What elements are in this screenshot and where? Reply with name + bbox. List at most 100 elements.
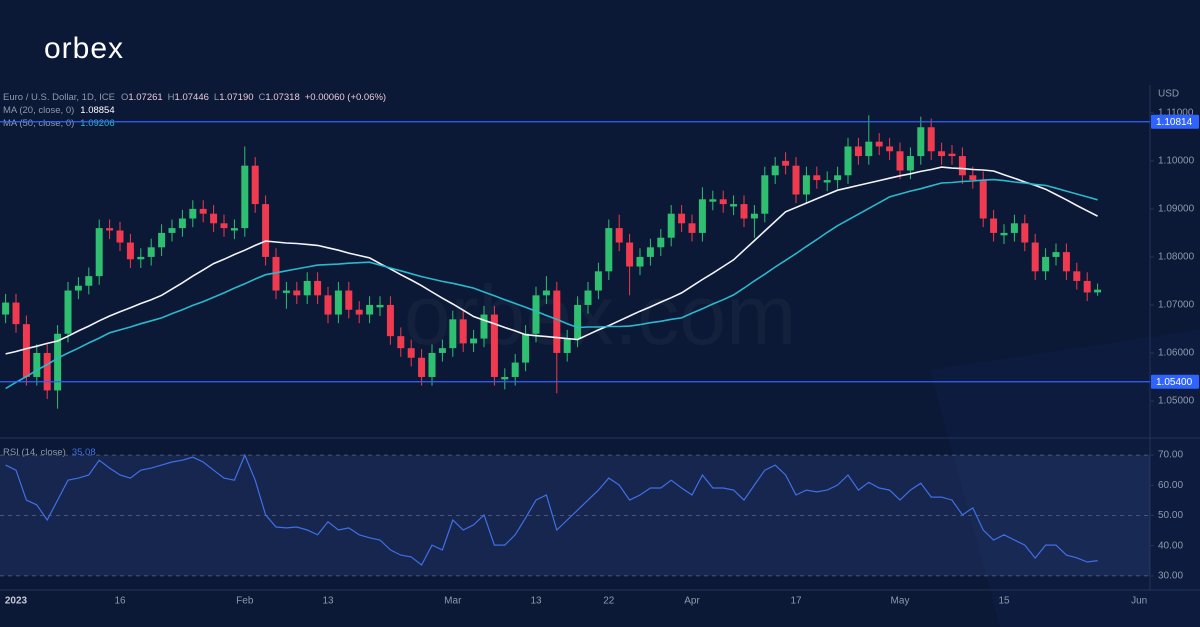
- ma-line: [5, 166, 1098, 355]
- candle-body: [210, 213, 218, 224]
- candle-body: [220, 223, 228, 229]
- candle-body: [792, 165, 800, 195]
- candle-body: [397, 336, 405, 349]
- x-tick-label: 13: [322, 596, 334, 607]
- candle-body: [1094, 289, 1102, 293]
- candle-body: [719, 199, 727, 205]
- candle-body: [896, 151, 904, 171]
- candle-body: [1000, 232, 1008, 236]
- candle-body: [532, 295, 540, 334]
- open-value: 1.07261: [128, 92, 162, 103]
- ma50-value: 1.09206: [80, 118, 114, 129]
- candle-body: [865, 141, 873, 157]
- close-value: 1.07318: [265, 92, 299, 103]
- candle-body: [740, 204, 748, 219]
- candle-body: [178, 218, 186, 229]
- candle-body: [22, 324, 30, 377]
- candle-body: [282, 290, 290, 293]
- candle-body: [938, 151, 946, 157]
- candle-body: [1042, 256, 1050, 272]
- y-tick-label: 1.07000: [1158, 300, 1195, 311]
- candle-body: [85, 276, 93, 286]
- rsi-value: 35.08: [72, 447, 96, 458]
- level-tag: [1151, 374, 1199, 389]
- h-label: H: [168, 92, 175, 103]
- candle-body: [12, 302, 20, 325]
- x-tick-label: May: [891, 596, 910, 607]
- y-tick-label: 50.00: [1158, 510, 1183, 521]
- ma50-legend: MA (50, close, 0) 1.09206: [3, 118, 115, 129]
- candle-body: [927, 127, 935, 152]
- candle-body: [553, 290, 561, 353]
- y-tick-label: 1.06000: [1158, 348, 1195, 359]
- symbol: Euro / U.S. Dollar, 1D, ICE: [3, 92, 115, 103]
- candle-body: [1021, 223, 1029, 243]
- candle-body: [511, 362, 519, 377]
- candle-body: [501, 376, 509, 380]
- level-tag: [1151, 114, 1199, 129]
- y-tick-label: 1.11000: [1158, 107, 1194, 118]
- level-label: 1.10814: [1156, 117, 1193, 128]
- candle-body: [626, 242, 634, 267]
- candle-body: [782, 160, 790, 166]
- candle-body: [615, 228, 623, 243]
- y-tick-label: 60.00: [1158, 480, 1183, 491]
- candle-body: [750, 213, 758, 219]
- y-tick-label: 1.08000: [1158, 252, 1195, 263]
- change-value: +0.00060 (+0.06%): [305, 92, 386, 103]
- candle-body: [1062, 252, 1070, 272]
- candle-body: [189, 208, 197, 219]
- rsi-legend: RSI (14, close) 35.08: [3, 447, 96, 458]
- candle-body: [106, 228, 114, 231]
- candle-body: [823, 180, 831, 183]
- candle-body: [594, 271, 602, 291]
- candle-body: [386, 304, 394, 337]
- candle-body: [345, 290, 353, 310]
- candle-body: [522, 333, 530, 363]
- candle-body: [137, 256, 145, 260]
- high-value: 1.07446: [175, 92, 209, 103]
- candle-body: [584, 290, 592, 305]
- candle-body: [2, 302, 10, 315]
- candle-body: [875, 141, 883, 147]
- y-unit: USD: [1158, 89, 1179, 100]
- candle-body: [95, 228, 103, 277]
- candle-body: [168, 228, 176, 233]
- y-tick-label: 40.00: [1158, 540, 1183, 551]
- candle-body: [698, 199, 706, 233]
- x-tick-label: Apr: [684, 596, 700, 607]
- o-label: O: [121, 92, 128, 103]
- ma20-value: 1.08854: [80, 105, 114, 116]
- candle-body: [33, 352, 41, 377]
- logo: orbex: [44, 32, 124, 65]
- candle-body: [366, 304, 374, 315]
- candle-body: [459, 319, 467, 344]
- candle-body: [657, 237, 665, 248]
- candle-body: [147, 247, 155, 257]
- candle-body: [636, 256, 644, 267]
- candle-body: [605, 228, 613, 272]
- candle-body: [844, 146, 852, 176]
- candle-body: [438, 348, 446, 353]
- candle-body: [251, 165, 259, 205]
- candle-body: [709, 199, 717, 202]
- x-tick-label: 17: [790, 596, 802, 607]
- candle-body: [813, 175, 821, 181]
- candle-body: [126, 242, 134, 260]
- y-tick-label: 30.00: [1158, 571, 1183, 582]
- ma-line: [5, 178, 1098, 390]
- candle-body: [303, 280, 311, 296]
- candle-body: [230, 228, 238, 231]
- candle-body: [407, 348, 415, 358]
- candle-body: [272, 256, 280, 291]
- candle-body: [1083, 280, 1091, 293]
- candle-body: [854, 146, 862, 157]
- candle-body: [480, 314, 488, 339]
- candle-body: [948, 153, 956, 157]
- candle-body: [834, 175, 842, 181]
- candle-body: [490, 314, 498, 377]
- candle-body: [262, 204, 270, 257]
- candle-body: [199, 208, 207, 214]
